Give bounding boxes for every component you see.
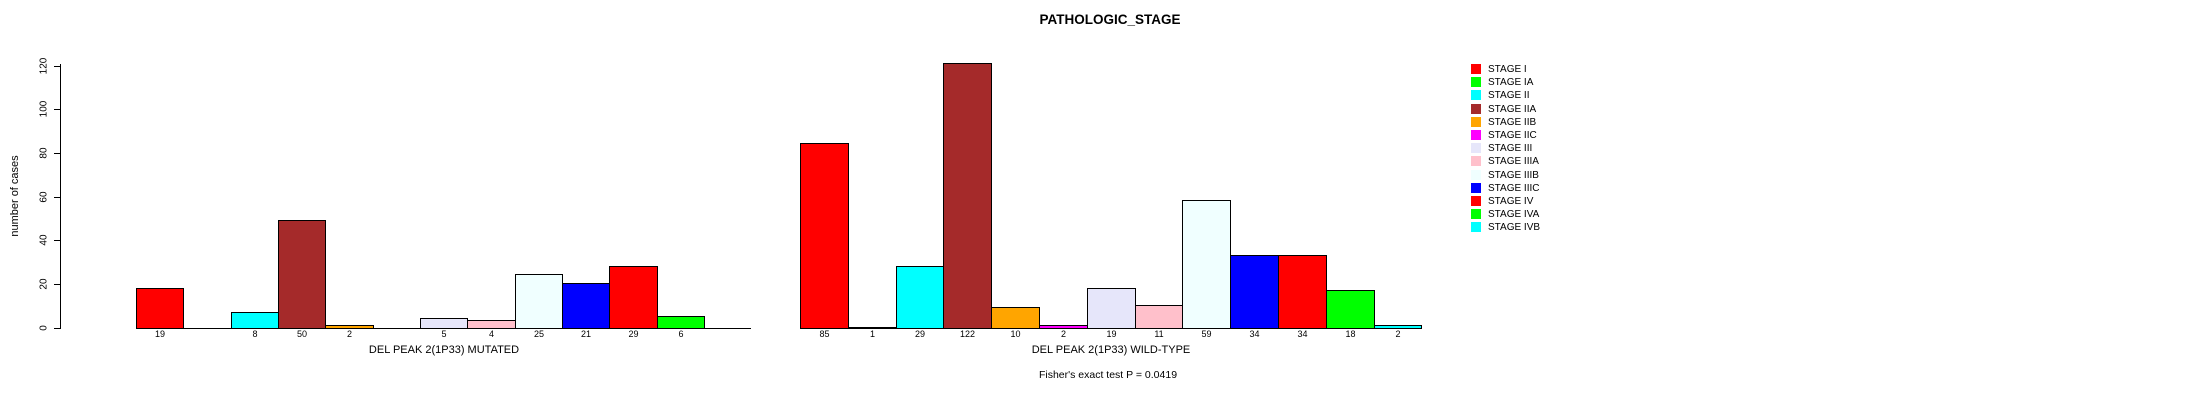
y-axis-line: [60, 64, 61, 329]
bar-count-label: 25: [533, 329, 544, 339]
legend-label: STAGE IVA: [1488, 209, 1540, 220]
bar-count-label: 19: [154, 329, 165, 339]
bar-count-label: 21: [580, 329, 591, 339]
legend-label: STAGE IIIC: [1488, 183, 1540, 194]
bar-count-label: 2: [1395, 329, 1401, 339]
bar-count-label: 2: [1060, 329, 1066, 339]
bar-stage-iiic: [562, 283, 610, 329]
bar-stage-iib: [325, 325, 374, 329]
legend-label: STAGE IIC: [1488, 130, 1537, 141]
bar-count-label: 122: [959, 329, 976, 339]
bar-stage-iiia: [1135, 305, 1183, 329]
bar-stage-iib: [991, 307, 1040, 329]
legend-label: STAGE IA: [1488, 77, 1534, 88]
bar-count-label: 19: [1106, 329, 1117, 339]
y-axis-tick-label: 120: [38, 57, 50, 75]
y-axis-tick: [54, 109, 60, 110]
chart-title: PATHOLOGIC_STAGE: [1039, 12, 1181, 27]
bar-count-label: 8: [252, 329, 258, 339]
legend-swatch-stage-ia: [1471, 77, 1481, 87]
y-axis-tick: [54, 240, 60, 241]
y-axis-tick-label: 80: [38, 147, 50, 159]
bar-stage-i: [136, 288, 184, 329]
y-axis-tick: [54, 284, 60, 285]
fisher-test-annotation: Fisher's exact test P = 0.0419: [1038, 369, 1178, 381]
legend-label: STAGE IIIA: [1488, 156, 1539, 167]
legend-swatch-stage-iva: [1471, 209, 1481, 219]
bar-stage-iv: [1278, 255, 1327, 329]
y-axis-tick: [54, 153, 60, 154]
y-axis-tick: [54, 328, 60, 329]
legend-swatch-stage-iiia: [1471, 156, 1481, 166]
bar-count-label: 59: [1201, 329, 1212, 339]
legend-swatch-stage-iiic: [1471, 183, 1481, 193]
legend-label: STAGE IV: [1488, 196, 1534, 207]
bar-stage-ii: [896, 266, 944, 329]
legend-swatch-stage-i: [1471, 64, 1481, 74]
legend-label: STAGE I: [1488, 64, 1527, 75]
bar-count-label: 6: [678, 329, 684, 339]
y-axis-label: number of cases: [9, 155, 21, 237]
bar-count-label: 34: [1249, 329, 1260, 339]
y-axis-tick-label: 20: [38, 278, 50, 290]
bar-stage-iiia: [467, 320, 516, 329]
bar-stage-iiib: [515, 274, 563, 329]
bar-stage-i: [800, 143, 849, 329]
bar-count-label: 29: [628, 329, 639, 339]
legend-label: STAGE IIA: [1488, 104, 1537, 115]
bar-count-label: 11: [1154, 329, 1164, 339]
bar-stage-iv: [609, 266, 658, 329]
bar-stage-iii: [420, 318, 468, 329]
legend-swatch-stage-ii: [1471, 90, 1481, 100]
legend-swatch-stage-ivb: [1471, 222, 1481, 232]
y-axis-tick: [54, 197, 60, 198]
legend-label: STAGE IIB: [1488, 117, 1537, 128]
bar-stage-iia: [278, 220, 326, 329]
bar-stage-iii: [1087, 288, 1136, 329]
legend-swatch-stage-iv: [1471, 196, 1481, 206]
legend-swatch-stage-iia: [1471, 104, 1481, 114]
bar-stage-iva: [1326, 290, 1375, 329]
bar-stage-iiib: [1182, 200, 1231, 329]
legend-label: STAGE III: [1488, 143, 1533, 154]
bar-stage-iva: [657, 316, 705, 329]
bar-count-label: 1: [869, 329, 875, 339]
bar-count-label: 50: [296, 329, 307, 339]
bar-count-label: 34: [1297, 329, 1308, 339]
bar-stage-ii: [231, 312, 279, 329]
bar-count-label: 5: [441, 329, 447, 339]
y-axis-tick-label: 100: [38, 100, 50, 118]
y-axis-tick-label: 0: [38, 325, 50, 331]
legend-swatch-stage-iiib: [1471, 170, 1481, 180]
group-x-label-wild-type: DEL PEAK 2(1P33) WILD-TYPE: [1031, 344, 1191, 356]
bar-count-label: 4: [488, 329, 494, 339]
group-x-label-mutated: DEL PEAK 2(1P33) MUTATED: [368, 344, 520, 356]
bar-count-label: 18: [1345, 329, 1356, 339]
bar-stage-iiic: [1230, 255, 1279, 329]
bar-stage-iia: [943, 63, 992, 329]
y-axis-tick-label: 60: [38, 191, 50, 203]
legend-label: STAGE IVB: [1488, 222, 1541, 233]
y-axis-tick-label: 40: [38, 234, 50, 246]
bar-count-label: 10: [1010, 329, 1021, 339]
bar-stage-ivb: [1374, 325, 1422, 329]
legend-swatch-stage-iib: [1471, 117, 1481, 127]
legend-swatch-stage-iii: [1471, 143, 1481, 153]
bar-count-label: 29: [914, 329, 925, 339]
legend-label: STAGE IIIB: [1488, 170, 1539, 181]
bar-count-label: 85: [819, 329, 830, 339]
legend-label: STAGE II: [1488, 90, 1530, 101]
legend-swatch-stage-iic: [1471, 130, 1481, 140]
bar-count-label: 2: [346, 329, 352, 339]
y-axis-tick: [54, 66, 60, 67]
